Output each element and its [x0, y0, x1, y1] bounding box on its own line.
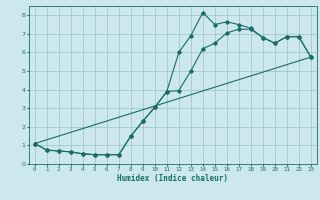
X-axis label: Humidex (Indice chaleur): Humidex (Indice chaleur) [117, 174, 228, 183]
